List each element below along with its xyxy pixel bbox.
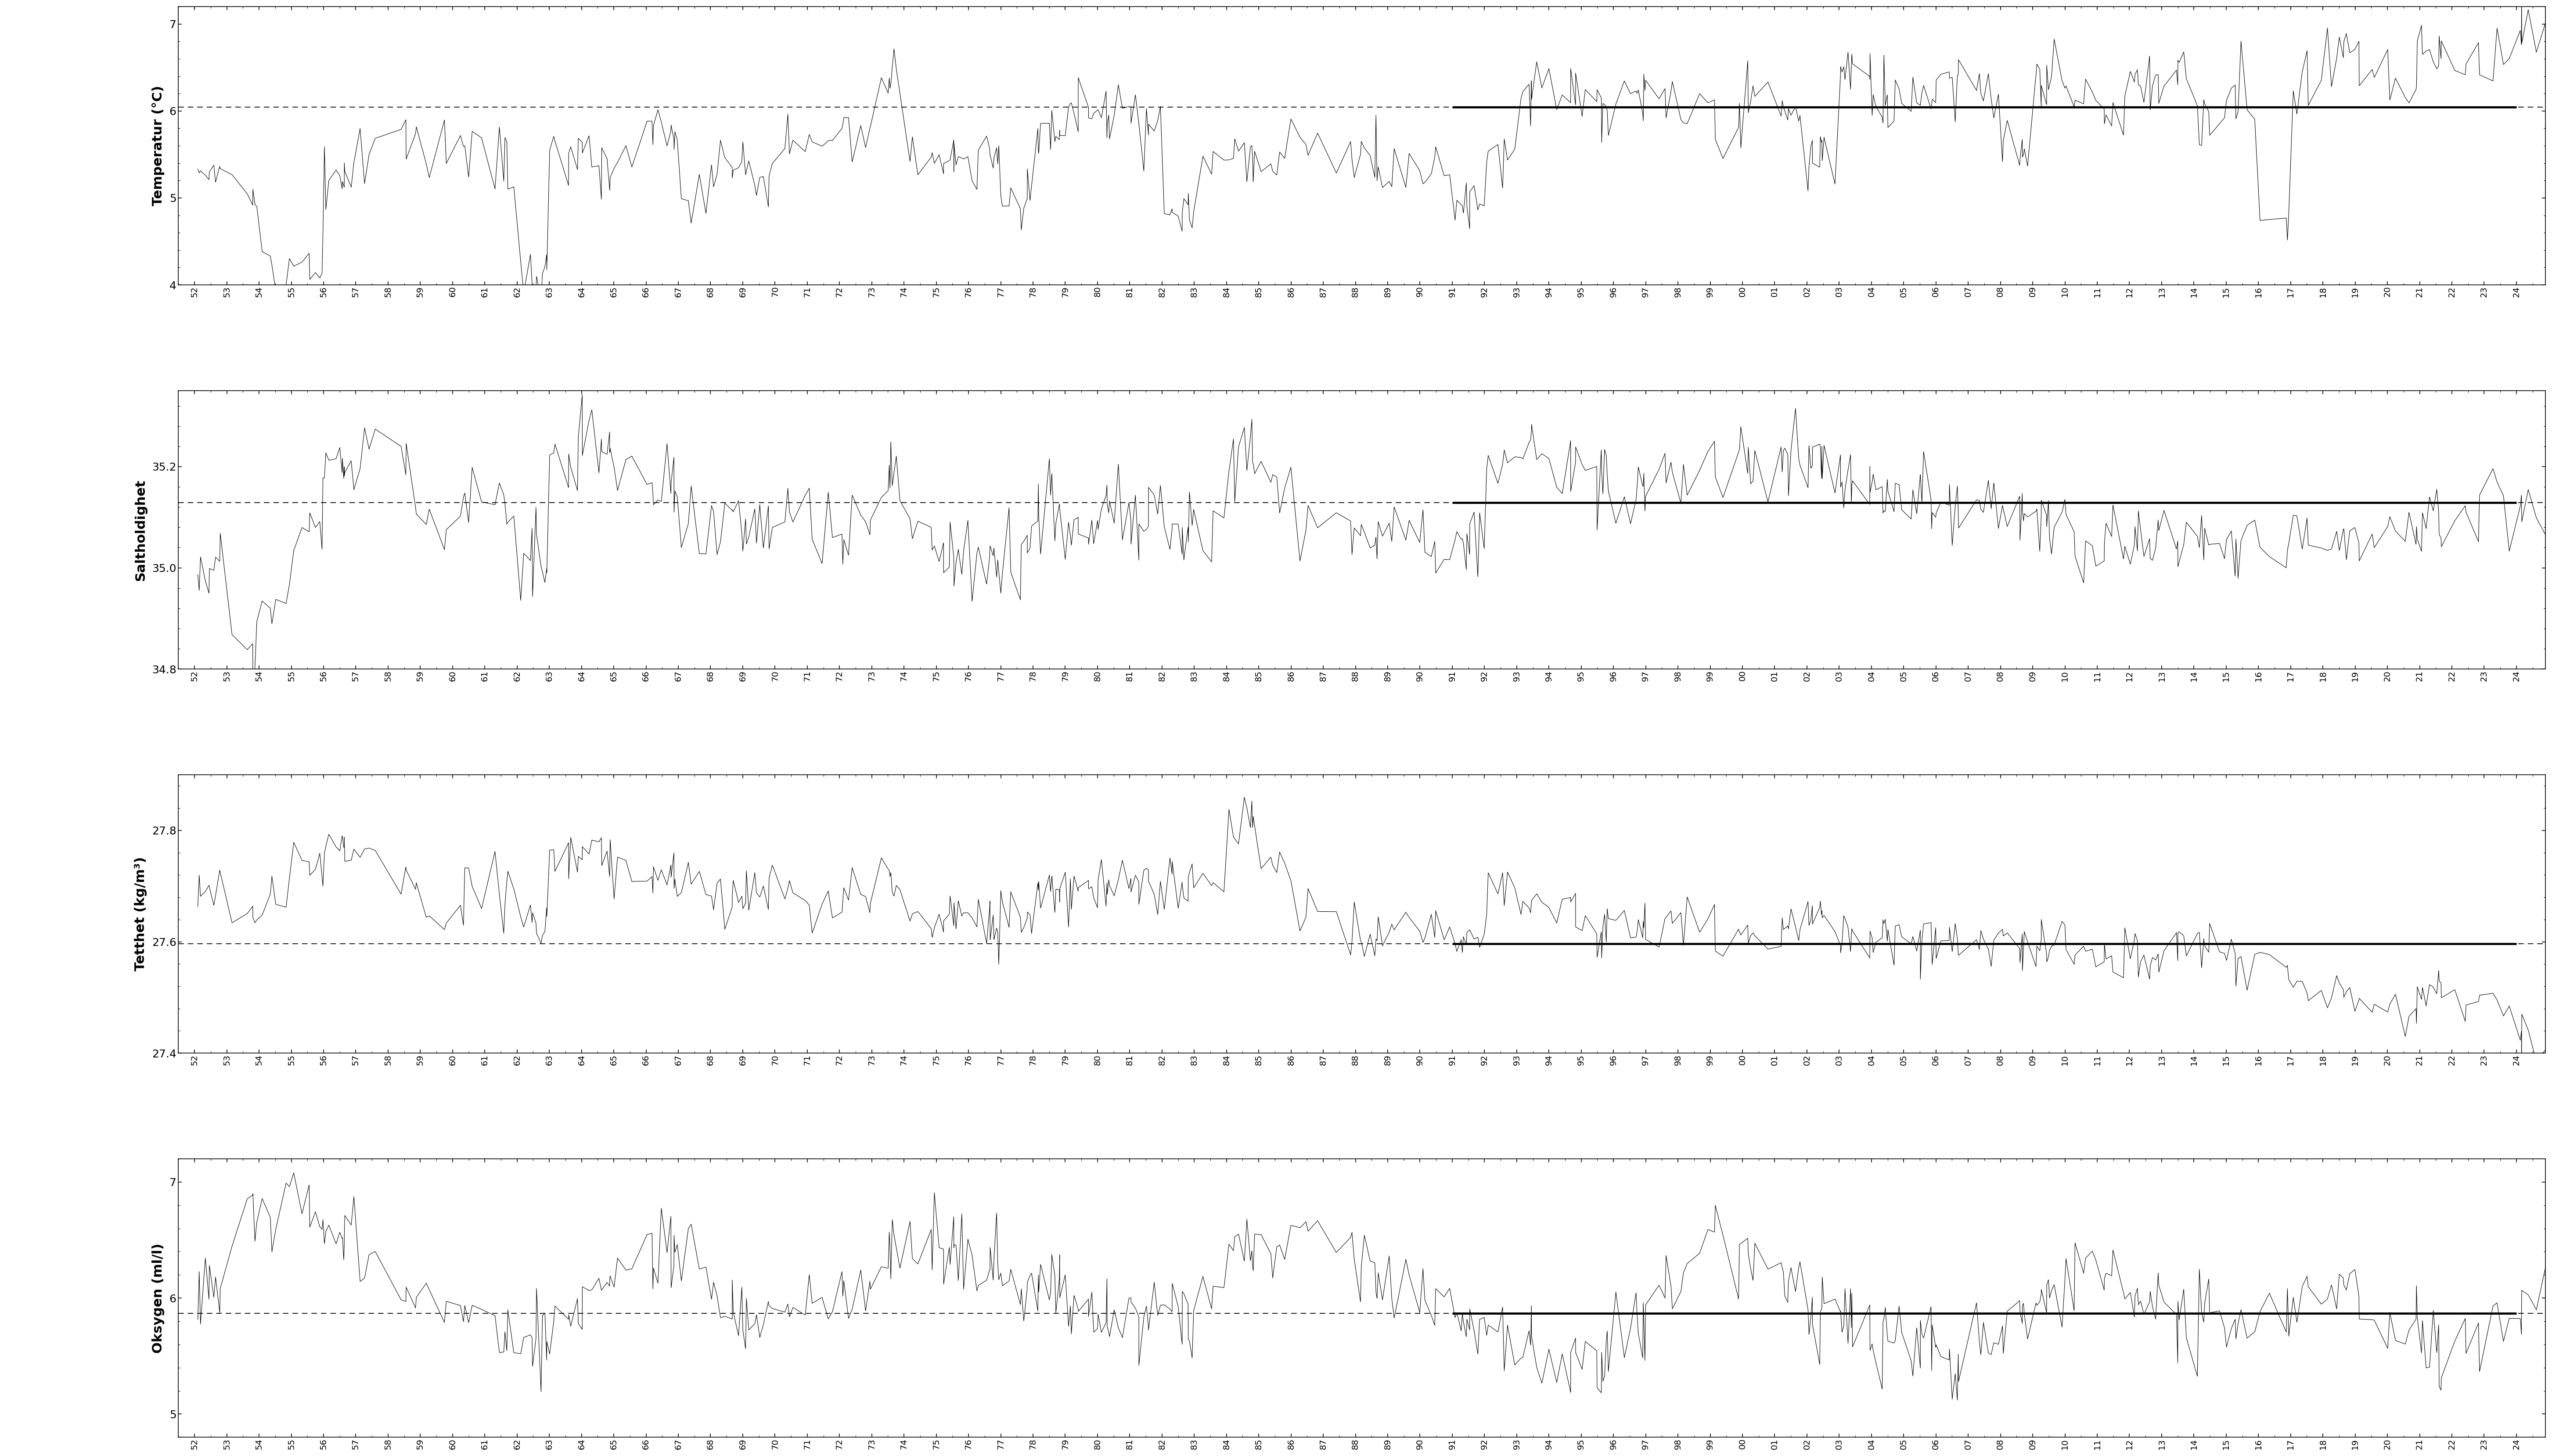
Y-axis label: Temperatur (°C): Temperatur (°C) <box>151 86 163 205</box>
Y-axis label: Oksygen (ml/l): Oksygen (ml/l) <box>151 1243 163 1353</box>
Y-axis label: Tetthet (kg/m³): Tetthet (kg/m³) <box>135 856 148 971</box>
Y-axis label: Saltholdighet: Saltholdighet <box>135 479 148 581</box>
